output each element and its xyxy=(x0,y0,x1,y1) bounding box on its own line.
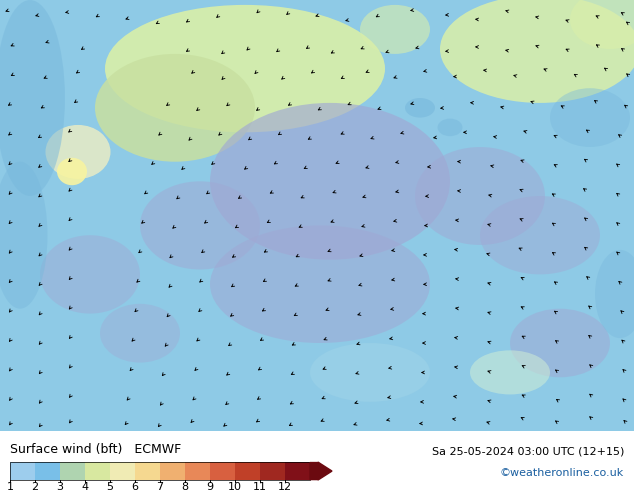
Text: 2: 2 xyxy=(32,482,39,490)
Text: 11: 11 xyxy=(253,482,267,490)
Ellipse shape xyxy=(100,304,180,363)
Ellipse shape xyxy=(550,88,630,147)
Ellipse shape xyxy=(415,147,545,245)
Text: 12: 12 xyxy=(278,482,292,490)
Ellipse shape xyxy=(210,103,450,260)
Text: 7: 7 xyxy=(157,482,164,490)
Ellipse shape xyxy=(95,54,255,162)
Bar xyxy=(135,462,160,480)
Ellipse shape xyxy=(595,250,634,338)
Ellipse shape xyxy=(437,119,462,136)
Ellipse shape xyxy=(440,0,634,103)
Ellipse shape xyxy=(0,162,48,309)
Bar xyxy=(235,462,260,480)
Text: 9: 9 xyxy=(207,482,214,490)
Ellipse shape xyxy=(405,98,435,118)
FancyArrow shape xyxy=(310,462,332,480)
Text: 1: 1 xyxy=(6,482,13,490)
Text: 3: 3 xyxy=(56,482,63,490)
Text: 5: 5 xyxy=(107,482,113,490)
Bar xyxy=(285,462,310,480)
Bar xyxy=(185,462,210,480)
Bar xyxy=(35,462,60,480)
Bar xyxy=(110,462,135,480)
Ellipse shape xyxy=(310,343,430,402)
Ellipse shape xyxy=(57,158,87,185)
Ellipse shape xyxy=(570,0,634,49)
Ellipse shape xyxy=(0,0,65,196)
Ellipse shape xyxy=(140,181,260,270)
Ellipse shape xyxy=(40,235,140,314)
Text: 8: 8 xyxy=(181,482,188,490)
Text: 4: 4 xyxy=(81,482,89,490)
Text: ©weatheronline.co.uk: ©weatheronline.co.uk xyxy=(500,468,624,478)
Text: Sa 25-05-2024 03:00 UTC (12+15): Sa 25-05-2024 03:00 UTC (12+15) xyxy=(432,446,624,456)
Bar xyxy=(10,462,310,480)
Ellipse shape xyxy=(46,125,110,179)
Bar xyxy=(210,462,235,480)
Ellipse shape xyxy=(470,350,550,394)
Ellipse shape xyxy=(480,196,600,274)
Ellipse shape xyxy=(105,5,385,132)
Text: Surface wind (bft)   ECMWF: Surface wind (bft) ECMWF xyxy=(10,443,181,456)
Ellipse shape xyxy=(360,5,430,54)
Bar xyxy=(10,462,35,480)
Bar xyxy=(85,462,110,480)
Ellipse shape xyxy=(510,309,610,377)
Bar xyxy=(260,462,285,480)
Text: 6: 6 xyxy=(131,482,138,490)
Bar xyxy=(160,462,185,480)
Text: 10: 10 xyxy=(228,482,242,490)
Bar xyxy=(60,462,85,480)
Ellipse shape xyxy=(210,225,430,343)
